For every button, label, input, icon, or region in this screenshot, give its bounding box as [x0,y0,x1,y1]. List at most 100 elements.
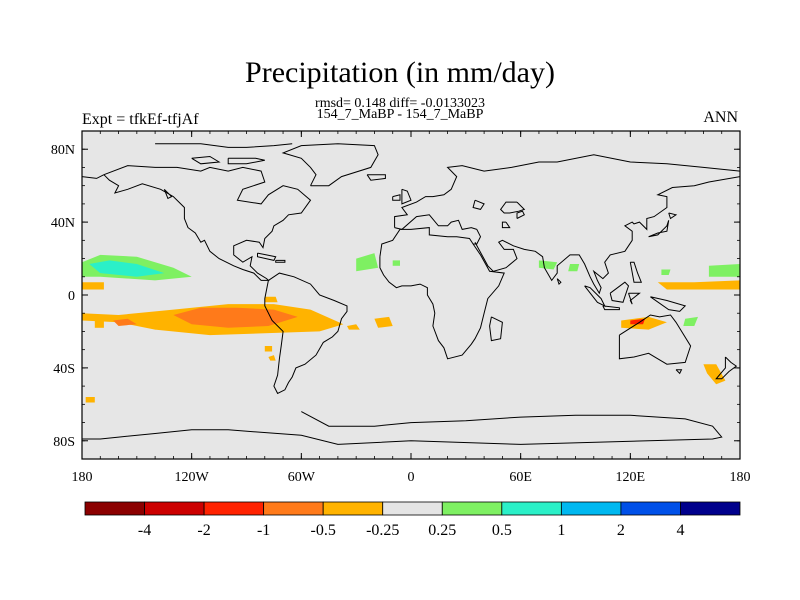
coastline-24 [650,296,687,312]
anomaly-region-14 [630,318,645,325]
anomaly-region-21 [568,264,580,272]
coastline-15 [257,252,277,261]
coastline-28 [618,314,692,365]
colorbar-label-3: -0.5 [311,522,336,539]
coastline-3 [379,227,505,360]
y-tick-label-0: 80N [51,143,75,158]
coastline-14 [366,174,386,181]
y-tick-label-1: 40N [51,216,75,231]
coastline-13 [392,194,401,201]
colorbar-swatch-8 [560,501,622,516]
coastline-29 [675,369,683,375]
coastline-10 [227,157,265,165]
colorbar-swatch-1 [144,501,205,516]
x-tick-label-5: 120E [616,470,646,485]
coastline-1 [264,272,348,395]
coastline-31 [82,411,723,445]
colorbar-swatch-4 [322,501,384,516]
colorbar-swatch-9 [620,501,681,516]
season-label: ANN [703,109,738,126]
coastline-22 [609,281,630,303]
coastlines [82,143,740,445]
colorbar-swatch-6 [441,501,503,516]
coastline-33 [516,210,525,219]
coastline-0 [103,165,312,281]
anomaly-region-4 [173,307,298,328]
coastline-34 [472,199,485,210]
x-tick-label-2: 60W [288,470,316,485]
colorbar-label-9: 4 [676,522,684,539]
anomaly-region-15 [683,316,698,326]
colorbar-swatch-10 [680,501,741,516]
y-tick-label-2: 0 [68,289,75,304]
coastline-16 [275,259,286,263]
coastline-35 [501,221,511,229]
colorbar-label-6: 0.5 [492,522,512,539]
coastline-27 [668,212,678,220]
x-tick-label-6: 180 [730,470,751,485]
colorbar-label-7: 1 [557,522,565,539]
x-tick-label-4: 60E [509,470,532,485]
anomaly-region-24 [264,346,273,352]
coastline-5 [82,174,105,179]
anomaly-region-7 [264,296,278,303]
anomaly-region-19 [392,260,400,266]
coastline-30 [715,356,738,380]
colorbar-label-8: 2 [617,522,625,539]
coastline-23 [628,292,641,305]
experiment-label: Expt = tfkEf-tfjAf [82,111,199,128]
anomaly-region-17 [708,264,740,277]
coastline-26 [648,220,670,238]
x-tick-label-3: 0 [408,470,415,485]
anomaly-region-22 [661,269,671,275]
coastline-11 [191,155,221,165]
anomaly-region-1 [89,260,165,277]
coastline-17 [163,188,173,200]
x-tick-label-0: 180 [72,470,93,485]
anomaly-region-10 [94,320,104,328]
colorbar-swatch-2 [203,501,265,516]
coastline-7 [473,229,482,245]
anomaly-region-9 [347,324,360,330]
colorbar-label-2: -1 [257,522,270,539]
colorbar-label-4: -0.25 [366,522,399,539]
colorbar-label-0: -4 [138,522,151,539]
coastline-2 [281,143,379,187]
colorbar-swatch-3 [263,501,324,516]
stats-line: rmsd= 0.148 diff= -0.0133023 [315,96,485,111]
coastline-12 [401,188,412,205]
anomaly-region-18 [356,253,379,272]
coastline-8 [474,176,740,295]
coastline-21 [602,305,620,311]
colorbar-label-1: -2 [197,522,210,539]
colorbar-swatch-5 [382,501,443,516]
coastline-19 [556,278,562,286]
subtitle: 154_7_MaBP - 154_7_MaBP [316,107,484,122]
anomaly-regions [82,253,740,403]
anomaly-region-8 [374,316,393,328]
coastline-32 [499,201,526,214]
coastline-9 [155,143,293,148]
coastline-25 [629,261,643,283]
colorbar-label-5: 0.25 [428,522,456,539]
anomaly-region-11 [85,397,95,403]
coastline-6 [394,214,477,230]
anomaly-region-12 [268,355,276,361]
anomaly-region-6 [140,322,183,330]
coastline-20 [584,285,606,307]
y-tick-label-4: 80S [53,435,75,450]
coastline-4 [394,154,740,228]
colorbar-swatch-7 [501,501,562,516]
colorbar-swatch-0 [84,501,145,516]
anomaly-region-2 [82,282,104,290]
y-tick-label-3: 40S [53,362,75,377]
coastline-18 [489,316,503,342]
axis-ticks: 180 120W 60W 0 60E 120E 180 80N 40N 0 40S 80S [51,131,751,485]
x-tick-label-1: 120W [175,470,210,485]
colorbar: -4 -2 -1 -0.5 -0.25 0.25 0.5 1 2 4 [84,501,741,539]
plot-title: Precipitation (in mm/day) [245,56,555,89]
plot-background [82,131,740,459]
anomaly-region-16 [657,280,740,290]
anomaly-region-5 [113,318,137,326]
